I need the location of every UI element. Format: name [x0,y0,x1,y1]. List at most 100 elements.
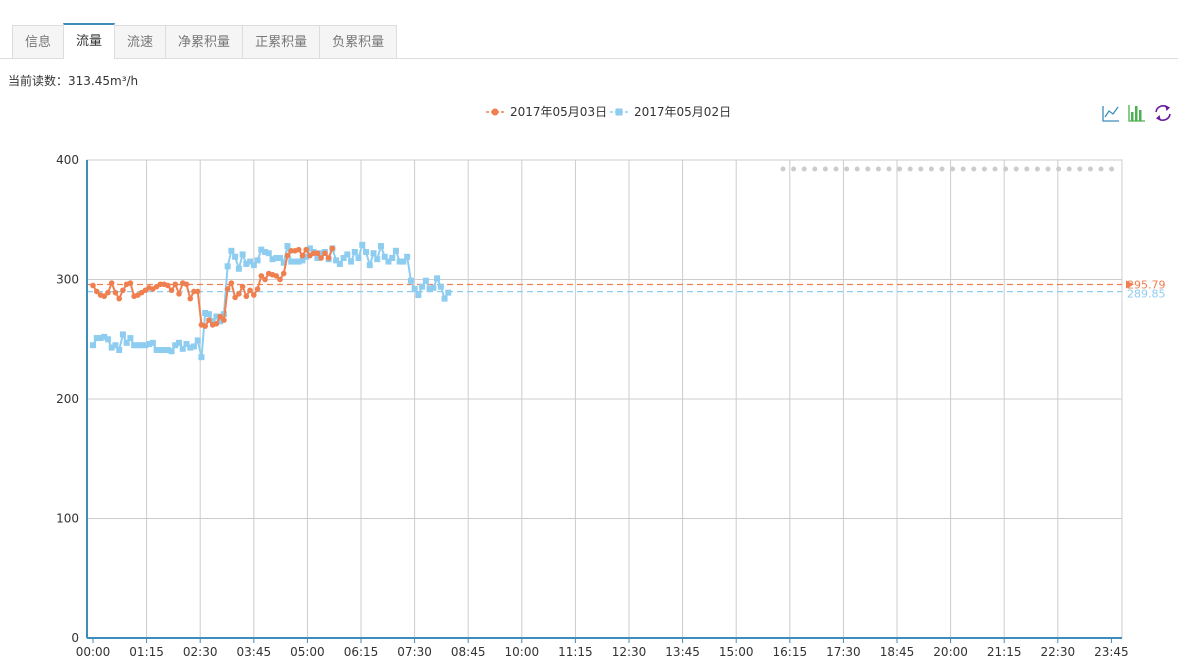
data-point[interactable] [168,348,175,355]
zoom-dot[interactable] [833,166,839,172]
zoom-dot[interactable] [1066,166,1072,172]
data-point[interactable] [314,254,321,261]
data-point[interactable] [187,295,194,302]
restore-icon[interactable] [1153,104,1171,122]
data-point[interactable] [370,250,377,257]
data-point[interactable] [164,347,171,354]
data-point[interactable] [142,342,149,349]
zoom-dot[interactable] [1003,166,1009,172]
data-point[interactable] [202,309,209,316]
data-point[interactable] [377,243,384,250]
data-point[interactable] [97,335,104,342]
data-point[interactable] [389,254,396,261]
zoom-dot[interactable] [1045,166,1051,172]
data-point[interactable] [134,342,141,349]
data-point[interactable] [359,241,366,248]
data-point[interactable] [116,347,123,354]
data-point[interactable] [221,317,227,323]
zoom-dot[interactable] [822,166,828,172]
data-point[interactable] [258,246,265,253]
data-point[interactable] [396,258,403,265]
data-point[interactable] [187,344,194,351]
data-point[interactable] [93,335,100,342]
data-point[interactable] [415,292,422,299]
zoom-dot[interactable] [1087,166,1093,172]
zoom-dot[interactable] [1098,166,1104,172]
data-point[interactable] [344,251,351,258]
data-point[interactable] [108,280,115,286]
data-point[interactable] [217,318,224,325]
data-point[interactable] [119,331,126,338]
data-point[interactable] [243,260,250,267]
zoom-dot[interactable] [981,166,987,172]
data-point[interactable] [224,286,231,292]
data-point[interactable] [441,295,448,302]
data-point[interactable] [239,283,246,290]
data-point[interactable] [172,281,179,288]
data-point[interactable] [165,282,171,289]
data-point[interactable] [426,286,433,293]
data-point[interactable] [269,256,276,263]
data-point[interactable] [295,246,302,253]
data-point[interactable] [411,286,418,293]
data-point[interactable] [254,257,261,264]
data-point[interactable] [176,291,182,297]
data-point[interactable] [205,311,212,318]
data-point[interactable] [284,243,291,250]
data-point[interactable] [206,317,212,323]
data-point[interactable] [295,258,302,265]
data-point[interactable] [112,342,119,349]
data-point[interactable] [404,253,411,260]
data-point[interactable] [138,342,145,349]
data-point[interactable] [251,292,257,298]
zoom-dot[interactable] [1109,166,1115,172]
data-point[interactable] [101,333,108,340]
zoom-dot[interactable] [854,166,860,172]
legend-item-series-0[interactable]: 2017年05月03日 [486,105,607,119]
zoom-dot[interactable] [886,166,892,172]
data-point[interactable] [149,339,156,346]
data-point[interactable] [127,335,134,342]
data-point[interactable] [318,255,324,261]
data-point[interactable] [213,313,220,320]
data-point[interactable] [213,320,220,327]
data-point[interactable] [116,295,122,302]
data-point[interactable] [280,270,287,277]
data-point[interactable] [236,291,242,297]
data-point[interactable] [381,253,388,260]
data-point[interactable] [93,288,100,295]
data-point[interactable] [363,249,370,256]
data-point[interactable] [179,345,186,352]
zoom-dot[interactable] [844,166,850,172]
zoom-dot[interactable] [918,166,924,172]
data-point[interactable] [325,255,332,261]
data-point[interactable] [348,258,355,265]
data-point[interactable] [112,289,119,296]
data-point[interactable] [329,245,336,252]
data-point[interactable] [250,262,257,269]
zoom-dot[interactable] [939,166,945,172]
data-point[interactable] [232,294,238,301]
data-point[interactable] [228,247,235,254]
data-point[interactable] [90,342,96,349]
data-point[interactable] [430,284,437,291]
data-point[interactable] [385,258,392,265]
data-point[interactable] [108,344,115,351]
data-zoom-handle[interactable] [780,166,1115,172]
zoom-dot[interactable] [960,166,966,172]
data-point[interactable] [366,262,373,269]
zoom-dot[interactable] [992,166,998,172]
data-point[interactable] [419,283,426,290]
data-point[interactable] [374,256,381,263]
zoom-dot[interactable] [1077,166,1083,172]
data-point[interactable] [434,275,441,282]
data-point[interactable] [232,253,239,260]
data-point[interactable] [168,287,175,294]
data-point[interactable] [101,293,108,300]
data-point[interactable] [153,347,160,354]
data-point[interactable] [243,293,250,300]
data-point[interactable] [277,254,283,261]
zoom-dot[interactable] [950,166,956,172]
data-point[interactable] [333,257,340,264]
data-point[interactable] [299,252,306,259]
